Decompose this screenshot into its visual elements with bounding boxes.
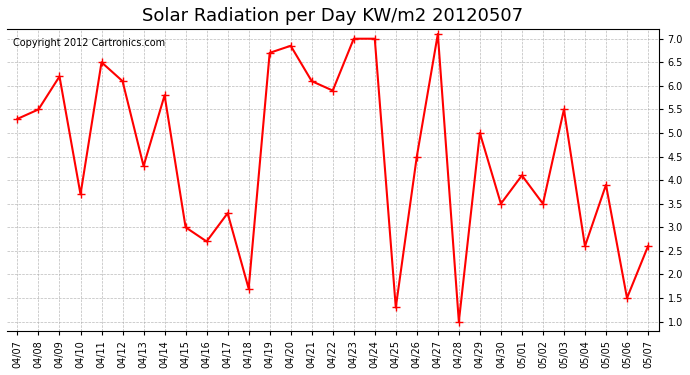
Title: Solar Radiation per Day KW/m2 20120507: Solar Radiation per Day KW/m2 20120507 [142,7,523,25]
Text: Copyright 2012 Cartronics.com: Copyright 2012 Cartronics.com [14,38,166,48]
